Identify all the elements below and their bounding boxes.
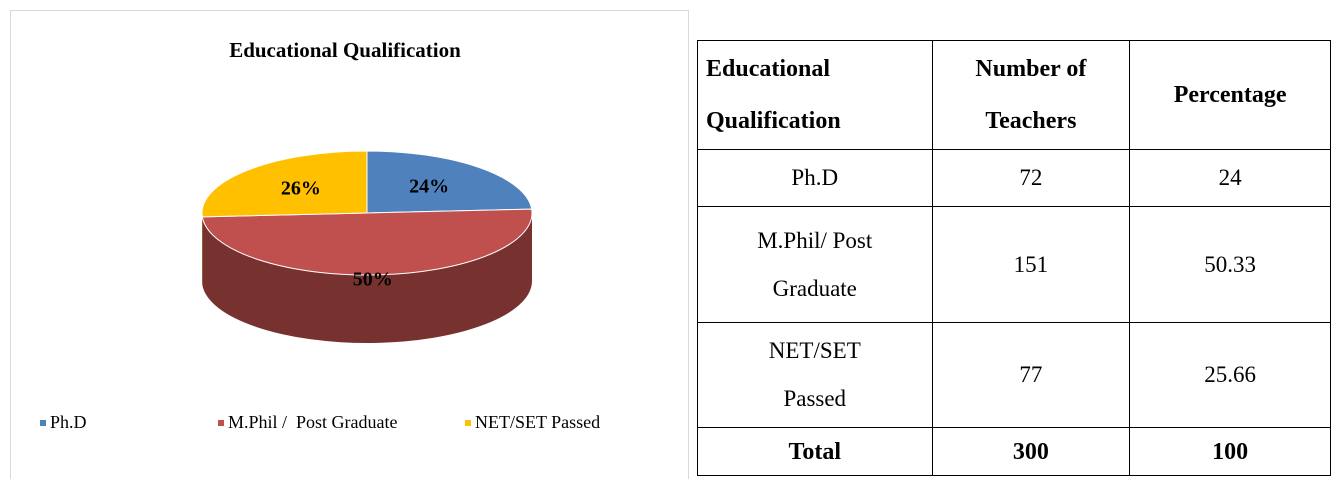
- cell-text: 300: [1012, 438, 1049, 465]
- table-body: Educational Qualification Number of Teacher…: [697, 40, 1331, 476]
- cell-text: Qualification: [706, 108, 841, 134]
- chart-border: [10, 10, 689, 479]
- table-row: Total 300 100: [697, 427, 1331, 476]
- legend-swatch: [465, 420, 471, 426]
- legend-label: NET/SET Passed: [475, 412, 600, 432]
- table-cell: 151: [931, 206, 1131, 323]
- cell-text: 72: [1019, 165, 1043, 190]
- table-row: NET/SET Passed 77 25.66: [697, 322, 1331, 428]
- slice: [366, 150, 533, 214]
- table-cell: NET/SET Passed: [697, 322, 933, 428]
- cell-text: Percentage: [1173, 82, 1287, 108]
- table-cell: Ph.D: [697, 149, 933, 207]
- table-cell: 72: [931, 149, 1131, 207]
- cell-text: NET/SET: [768, 338, 861, 363]
- cell-text: 25.66: [1204, 362, 1256, 387]
- chart-title: Educational Qualification: [229, 38, 461, 62]
- cell-text: Ph.D: [791, 165, 839, 190]
- cell-text: Total: [788, 438, 841, 465]
- slice-side: [202, 213, 532, 343]
- data-table: Educational Qualification Number of Teacher…: [697, 40, 1331, 476]
- legend-swatch: [40, 420, 46, 426]
- table-cell: 25.66: [1129, 322, 1331, 428]
- cell-text: Number of: [975, 56, 1087, 82]
- cell-text: M.Phil/ Post: [757, 227, 873, 253]
- table-cell: 24: [1129, 149, 1331, 207]
- data-label: 50%: [353, 269, 393, 291]
- cell-text: Graduate: [772, 275, 857, 301]
- table-cell: 77: [931, 322, 1131, 428]
- table-cell: Percentage: [1129, 40, 1331, 150]
- cell-text: 24: [1218, 165, 1242, 190]
- slice: [201, 208, 533, 276]
- cell-text: 77: [1019, 362, 1043, 387]
- cell-text: Teachers: [985, 108, 1077, 134]
- cell-text: Passed: [783, 386, 847, 411]
- slice: [201, 150, 368, 218]
- table-cell: Total: [697, 427, 933, 476]
- cell-text: 100: [1212, 438, 1249, 465]
- cell-text: Educational: [706, 56, 831, 82]
- table-cell: 100: [1129, 427, 1331, 476]
- chart: Educational Qualification 24% 50% 26% Ph.D M…: [10, 10, 689, 479]
- legend-label: M.Phil / Post Graduate: [228, 412, 398, 432]
- legend-swatch: [218, 420, 224, 426]
- table-row: M.Phil/ Post Graduate 151 50.33: [697, 206, 1331, 323]
- table-cell: M.Phil/ Post Graduate: [697, 206, 933, 323]
- table-cell: Educational Qualification: [697, 40, 933, 150]
- table-row: Educational Qualification Number of Teacher…: [697, 40, 1331, 150]
- cell-text: 151: [1013, 251, 1049, 277]
- data-label: 24%: [409, 176, 449, 198]
- table-cell: 50.33: [1129, 206, 1331, 323]
- table-row: Ph.D 72 24: [697, 149, 1331, 207]
- table-cell: 300: [931, 427, 1131, 476]
- table-cell: Number of Teachers: [931, 40, 1131, 150]
- cell-text: 50.33: [1204, 251, 1256, 277]
- legend-label: Ph.D: [50, 412, 87, 432]
- data-label: 26%: [281, 177, 321, 199]
